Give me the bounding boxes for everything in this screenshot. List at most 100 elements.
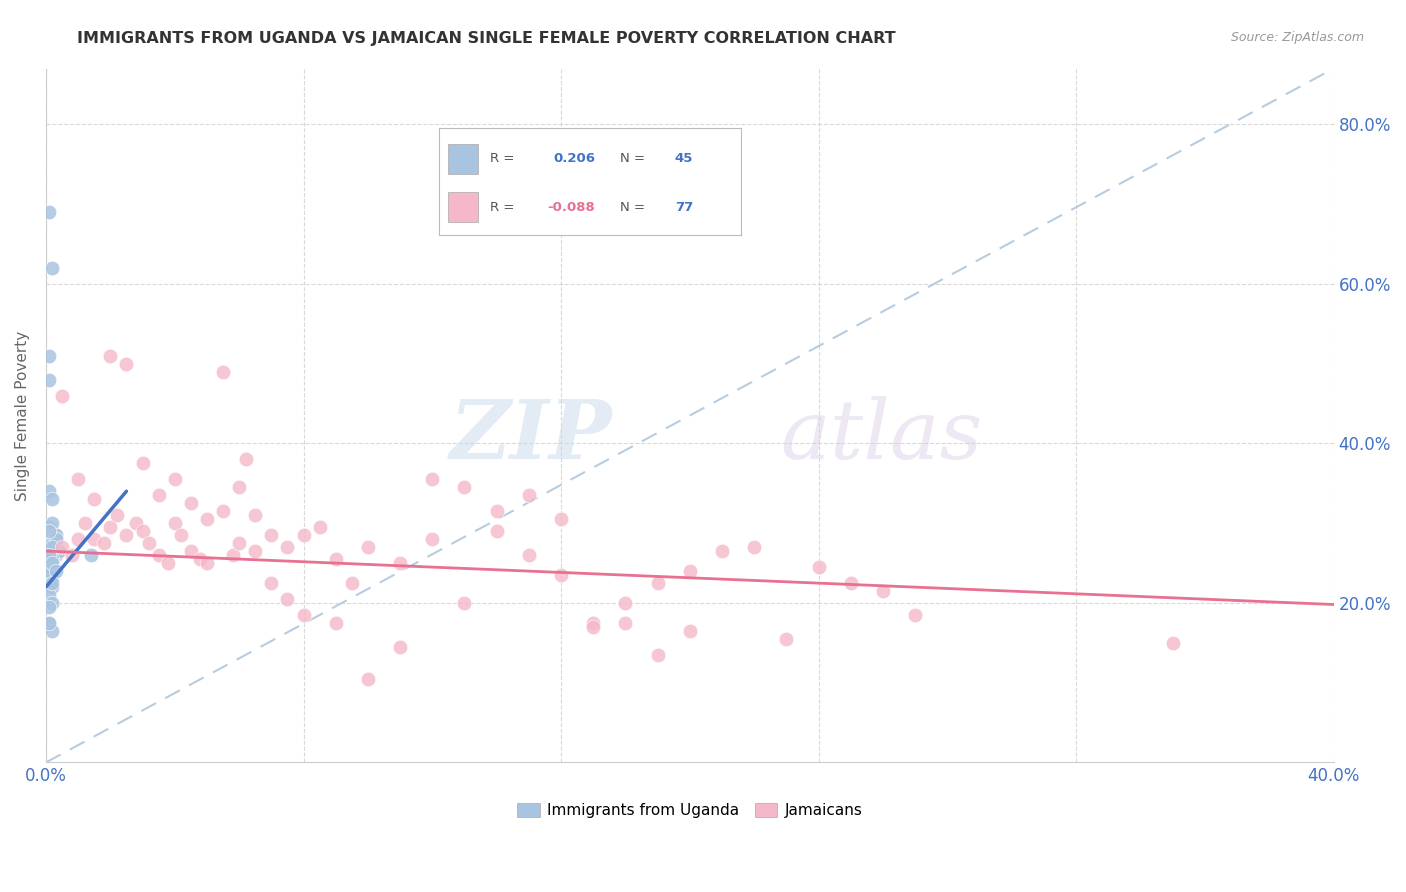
Point	[221, 548, 243, 562]
Point	[115, 357, 138, 371]
Point	[125, 516, 148, 530]
Point	[711, 544, 734, 558]
Point	[170, 528, 193, 542]
Point	[614, 596, 637, 610]
Point	[67, 532, 90, 546]
Point	[41, 492, 63, 507]
Point	[235, 452, 257, 467]
Point	[41, 556, 63, 570]
Point	[420, 532, 443, 546]
Point	[93, 536, 115, 550]
Point	[212, 365, 235, 379]
Point	[131, 524, 153, 538]
Point	[41, 516, 63, 530]
Point	[45, 532, 67, 546]
Point	[45, 532, 67, 546]
Point	[41, 552, 63, 566]
Point	[41, 544, 63, 558]
Point	[904, 607, 927, 622]
Point	[83, 532, 105, 546]
Point	[38, 615, 60, 630]
Point	[260, 576, 283, 591]
Point	[41, 536, 63, 550]
Point	[195, 512, 218, 526]
Point	[245, 508, 267, 523]
Point	[83, 492, 105, 507]
Text: ZIP: ZIP	[450, 396, 613, 476]
Point	[260, 528, 283, 542]
Point	[41, 624, 63, 638]
Point	[105, 508, 128, 523]
Point	[148, 488, 170, 502]
Point	[420, 472, 443, 486]
Point	[41, 576, 63, 591]
Point	[98, 520, 121, 534]
Point	[163, 472, 186, 486]
Point	[308, 520, 330, 534]
Point	[517, 488, 540, 502]
Point	[131, 456, 153, 470]
Point	[41, 560, 63, 574]
Point	[80, 548, 103, 562]
Point	[228, 480, 250, 494]
Point	[38, 552, 60, 566]
Point	[38, 373, 60, 387]
Point	[67, 472, 90, 486]
Point	[38, 564, 60, 578]
Point	[60, 548, 83, 562]
Point	[38, 205, 60, 219]
Point	[157, 556, 180, 570]
Point	[115, 528, 138, 542]
Point	[41, 536, 63, 550]
Point	[38, 524, 60, 538]
Point	[51, 540, 73, 554]
Point	[647, 648, 669, 662]
Point	[245, 544, 267, 558]
Point	[38, 548, 60, 562]
Point	[41, 548, 63, 562]
Point	[357, 672, 380, 686]
Point	[41, 596, 63, 610]
Point	[485, 524, 508, 538]
Point	[38, 560, 60, 574]
Point	[325, 615, 347, 630]
Point	[292, 607, 315, 622]
Y-axis label: Single Female Poverty: Single Female Poverty	[15, 330, 30, 500]
Point	[453, 480, 475, 494]
Point	[807, 560, 830, 574]
Point	[195, 556, 218, 570]
Point	[1161, 636, 1184, 650]
Point	[212, 504, 235, 518]
Point	[38, 484, 60, 499]
Point	[98, 349, 121, 363]
Point	[163, 516, 186, 530]
Point	[276, 591, 298, 606]
Point	[148, 548, 170, 562]
Point	[775, 632, 797, 646]
Point	[582, 620, 605, 634]
Point	[357, 540, 380, 554]
Point	[180, 544, 202, 558]
Point	[45, 564, 67, 578]
Point	[614, 615, 637, 630]
Point	[190, 552, 212, 566]
Point	[45, 528, 67, 542]
Point	[38, 349, 60, 363]
Point	[340, 576, 363, 591]
Point	[41, 572, 63, 586]
Point	[41, 580, 63, 594]
Legend: Immigrants from Uganda, Jamaicans: Immigrants from Uganda, Jamaicans	[510, 797, 869, 824]
Point	[45, 548, 67, 562]
Point	[41, 260, 63, 275]
Point	[647, 576, 669, 591]
Point	[292, 528, 315, 542]
Point	[839, 576, 862, 591]
Point	[38, 564, 60, 578]
Point	[742, 540, 765, 554]
Point	[325, 552, 347, 566]
Point	[45, 528, 67, 542]
Point	[38, 540, 60, 554]
Point	[41, 556, 63, 570]
Point	[228, 536, 250, 550]
Point	[41, 556, 63, 570]
